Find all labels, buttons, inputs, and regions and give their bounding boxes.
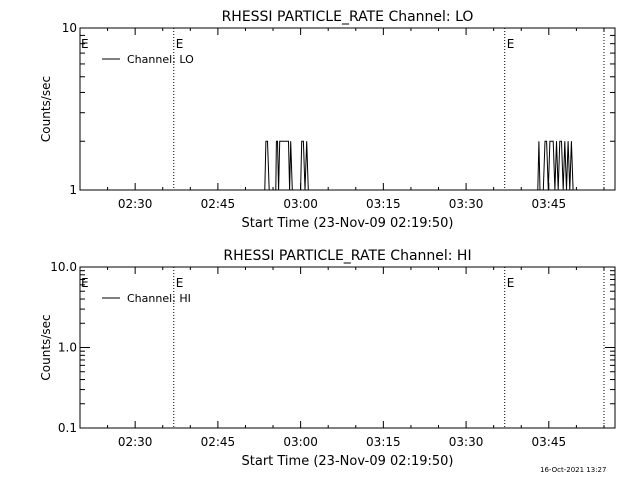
- chart1-x-tick-label: 03:45: [532, 197, 567, 211]
- chart1-x-axis-label: Start Time (23-Nov-09 02:19:50): [242, 216, 454, 231]
- chart1-x-tick-label: 03:30: [449, 197, 484, 211]
- chart1-event-marker: E: [176, 37, 184, 51]
- chart2-y-tick-label: 0.1: [58, 421, 77, 435]
- chart1-x-tick-label: 03:00: [283, 197, 318, 211]
- chart2-title: RHESSI PARTICLE_RATE Channel: HI: [223, 248, 471, 264]
- chart1-x-tick-label: 02:30: [118, 197, 153, 211]
- chart1-y-tick-label: 1: [69, 183, 77, 197]
- chart1-edge-marker: E: [81, 37, 89, 51]
- chart2-y-tick-label: 1.0: [58, 341, 77, 355]
- chart2-x-tick-label: 03:45: [532, 435, 567, 449]
- chart2-x-axis-label: Start Time (23-Nov-09 02:19:50): [242, 454, 454, 469]
- chart1-x-tick-label: 03:15: [366, 197, 401, 211]
- chart1-series-line: [256, 140, 574, 191]
- chart2-x-tick-label: 03:00: [283, 435, 318, 449]
- chart1-legend-label: Channel: LO: [127, 53, 194, 66]
- chart1-y-tick-label: 10: [62, 21, 77, 35]
- chart1-title: RHESSI PARTICLE_RATE Channel: LO: [222, 9, 474, 25]
- chart2-event-marker: E: [507, 276, 515, 290]
- chart2-x-tick-label: 02:45: [201, 435, 236, 449]
- chart1-y-axis-label: Counts/sec: [39, 76, 53, 142]
- chart1-x-tick-label: 02:45: [201, 197, 236, 211]
- chart2-event-marker: E: [176, 276, 184, 290]
- chart2-edge-marker: E: [81, 276, 89, 290]
- chart2-x-tick-label: 02:30: [118, 435, 153, 449]
- chart2-y-tick-label: 10.0: [50, 260, 77, 274]
- chart2-x-tick-label: 03:15: [366, 435, 401, 449]
- chart2-x-tick-label: 03:30: [449, 435, 484, 449]
- footer-timestamp: 16-Oct-2021 13:27: [540, 466, 607, 474]
- chart2-y-axis-label: Counts/sec: [39, 314, 53, 380]
- chart2-legend-label: Channel: HI: [127, 292, 191, 305]
- chart1-event-marker: E: [507, 37, 515, 51]
